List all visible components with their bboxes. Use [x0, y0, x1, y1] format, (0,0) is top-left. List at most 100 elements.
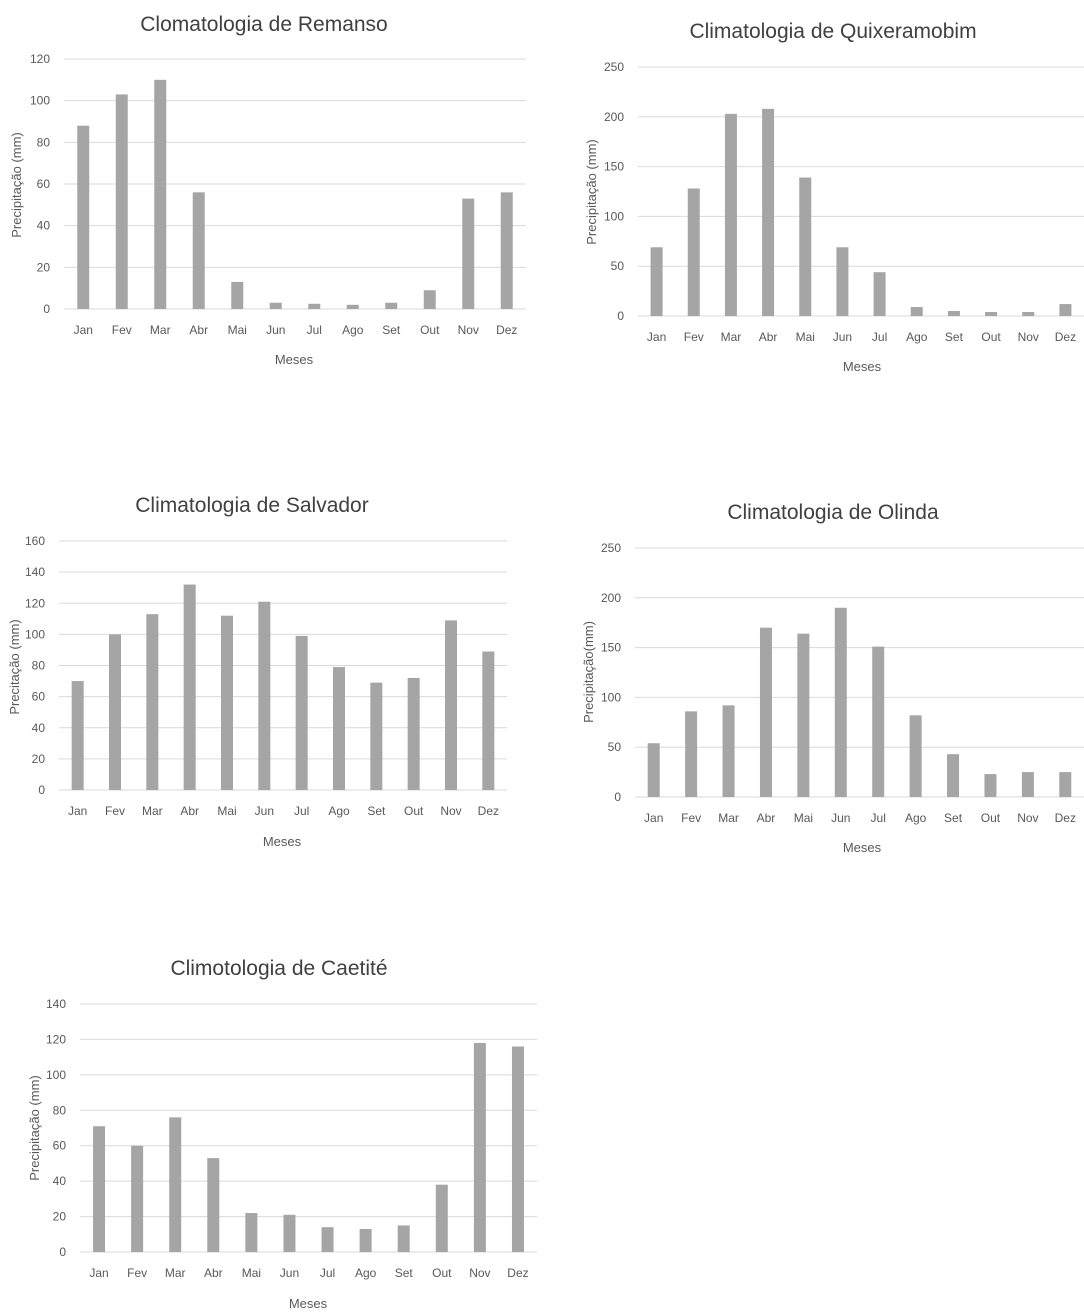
y-tick-label: 140: [46, 997, 66, 1011]
x-tick-label: Jul: [872, 330, 887, 344]
x-tick-label: Jan: [74, 323, 93, 337]
bar-jul: [873, 272, 886, 316]
bar-abr: [759, 627, 772, 797]
bar-ago: [909, 715, 922, 797]
x-axis-label: Meses: [275, 352, 314, 367]
x-tick-label: Set: [945, 330, 964, 344]
x-tick-label: Jan: [68, 804, 87, 818]
y-tick-label: 100: [25, 627, 45, 641]
y-axis-label: Precitação (mm): [7, 619, 22, 714]
y-tick-label: 100: [601, 690, 621, 704]
y-tick-label: 200: [604, 110, 624, 124]
bar-fev: [687, 188, 700, 316]
y-tick-label: 120: [30, 52, 50, 66]
x-tick-label: Abr: [757, 811, 776, 825]
x-tick-label: Out: [981, 330, 1001, 344]
x-tick-label: Jun: [831, 811, 850, 825]
bar-jan: [71, 681, 84, 790]
bar-nov: [473, 1042, 486, 1252]
bar-jun: [269, 302, 282, 309]
x-tick-label: Ago: [906, 330, 928, 344]
y-tick-label: 160: [25, 534, 45, 548]
bar-set: [947, 754, 960, 797]
x-tick-label: Jul: [871, 811, 886, 825]
y-tick-label: 120: [46, 1032, 66, 1046]
x-tick-label: Ago: [355, 1266, 377, 1280]
bar-out: [984, 774, 997, 797]
x-tick-label: Nov: [440, 804, 461, 818]
x-tick-label: Ago: [342, 323, 364, 337]
y-tick-label: 250: [604, 60, 624, 74]
y-tick-label: 0: [617, 309, 624, 323]
bar-ago: [333, 667, 345, 790]
x-tick-label: Mar: [150, 323, 171, 337]
bar-jul: [295, 635, 308, 790]
bar-nov: [1022, 312, 1035, 316]
bar-mar: [146, 614, 159, 790]
chart-title: Climatologia de Salvador: [135, 494, 368, 517]
y-tick-label: 100: [46, 1068, 66, 1082]
y-tick-label: 60: [37, 177, 51, 191]
y-tick-label: 80: [53, 1103, 67, 1117]
plot-area: 0 50 100 150 200 250 Jan Fev Mar Abr Mai Jun Jul Ago S…: [601, 541, 1084, 825]
y-tick-label: 60: [32, 690, 46, 704]
x-tick-label: Dez: [1055, 811, 1076, 825]
bar-fev: [685, 711, 698, 797]
bar-nov: [445, 620, 457, 790]
bar-fev: [115, 94, 128, 310]
bar-abr: [207, 1158, 220, 1252]
bar-mai: [799, 177, 812, 316]
x-tick-label: Dez: [507, 1266, 528, 1280]
x-tick-label: Ago: [328, 804, 350, 818]
x-tick-label: Jun: [833, 330, 852, 344]
y-tick-label: 200: [601, 591, 621, 605]
x-tick-label: Nov: [458, 323, 479, 337]
bar-out: [435, 1184, 448, 1252]
bar-dez: [482, 651, 495, 790]
bar-nov: [462, 198, 475, 309]
x-tick-label: Jan: [647, 330, 666, 344]
x-axis-label: Meses: [843, 840, 882, 855]
x-tick-label: Jun: [266, 323, 285, 337]
y-axis-label: Precipitação (mm): [584, 139, 599, 244]
x-tick-label: Mar: [165, 1266, 186, 1280]
bar-ago: [910, 307, 923, 316]
y-tick-label: 150: [601, 641, 621, 655]
bar-mai: [221, 615, 233, 790]
x-tick-label: Out: [404, 804, 424, 818]
chart-quixeramobim: Climatologia de Quixeramobim Precipitaçã…: [540, 0, 1084, 390]
y-axis-label: Precipitação(mm): [581, 621, 596, 723]
chart-caetite-svg: Climotologia de Caetité Precipitação (mm…: [27, 957, 537, 1311]
bar-abr: [762, 108, 775, 316]
y-tick-label: 40: [53, 1174, 67, 1188]
bar-jun: [834, 607, 847, 797]
chart-title: Climatologia de Olinda: [727, 501, 939, 524]
x-tick-label: Nov: [469, 1266, 490, 1280]
x-tick-label: Jan: [644, 811, 663, 825]
bar-fev: [109, 634, 121, 790]
x-tick-label: Mar: [718, 811, 739, 825]
y-tick-label: 20: [53, 1210, 67, 1224]
plot-area: 0 20 40 60 80 100 120 140 160 Jan Fev Mar Abr Mai Jun J…: [25, 534, 507, 818]
bar-mar: [722, 705, 735, 797]
x-tick-label: Mai: [794, 811, 813, 825]
x-tick-label: Fev: [681, 811, 701, 825]
bar-abr: [183, 584, 196, 790]
x-tick-label: Fev: [127, 1266, 147, 1280]
bar-jul: [321, 1227, 334, 1252]
bar-dez: [500, 192, 513, 309]
y-axis-label: Precipitação (mm): [27, 1075, 42, 1180]
bar-jun: [283, 1214, 296, 1252]
x-tick-label: Dez: [1055, 330, 1076, 344]
x-tick-label: Ago: [905, 811, 927, 825]
x-tick-label: Jul: [320, 1266, 335, 1280]
x-tick-label: Abr: [204, 1266, 223, 1280]
x-axis-label: Meses: [289, 1296, 328, 1311]
x-tick-label: Set: [944, 811, 963, 825]
x-tick-label: Out: [432, 1266, 452, 1280]
chart-remanso-svg: Clomatologia de Remanso Precipitação (mm…: [9, 13, 526, 367]
y-tick-label: 0: [38, 783, 45, 797]
bar-jul: [308, 303, 321, 309]
chart-olinda-svg: Climatologia de Olinda Precipitação(mm) …: [581, 501, 1084, 855]
y-tick-label: 120: [25, 596, 45, 610]
